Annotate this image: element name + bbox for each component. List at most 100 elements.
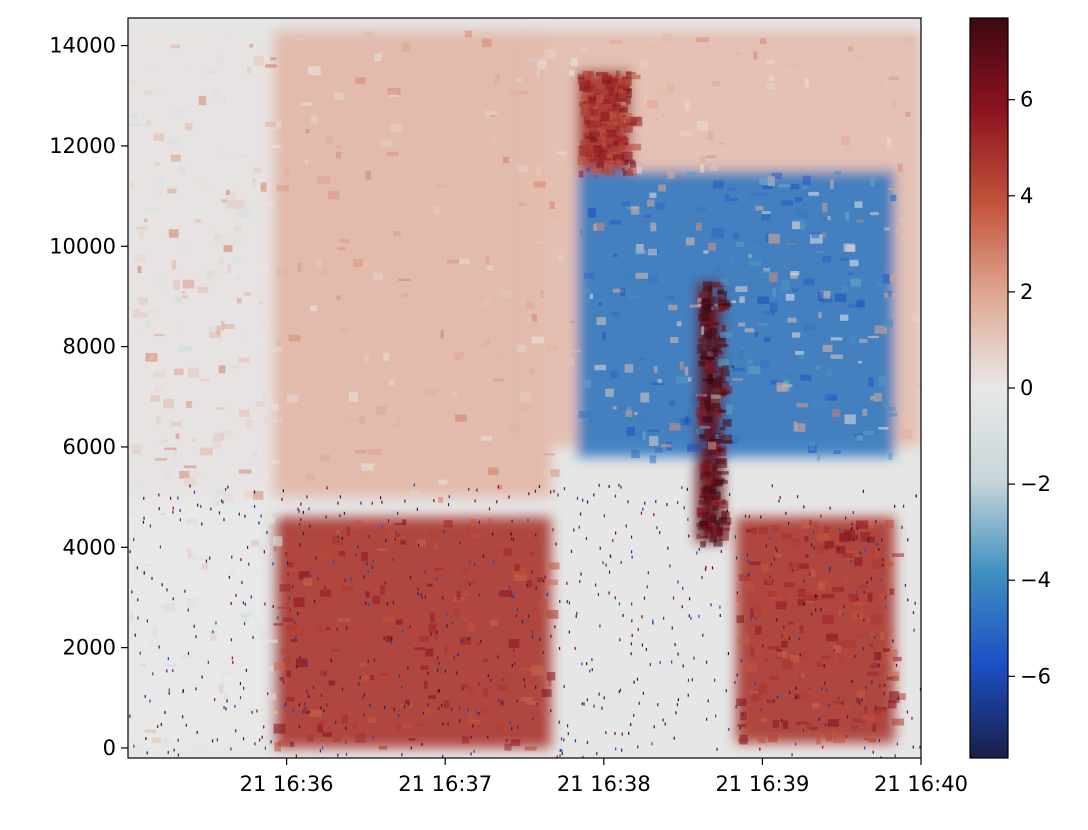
heatmap-cell: [865, 615, 870, 623]
noise-speck: [461, 639, 463, 643]
heatmap-cell: [272, 120, 282, 130]
noise-speck: [704, 568, 707, 572]
noise-speck: [664, 722, 666, 726]
heatmap-cell: [507, 422, 521, 433]
noise-speck: [213, 698, 216, 702]
heatmap-cell: [761, 214, 771, 221]
noise-speck: [187, 651, 190, 655]
heatmap-cell: [767, 591, 778, 597]
heatmap-cell: [716, 458, 728, 468]
noise-speck: [874, 705, 877, 709]
noise-speck: [538, 485, 541, 489]
noise-speck: [691, 678, 693, 682]
heatmap-cell: [393, 522, 406, 526]
heatmap-cell: [129, 80, 137, 83]
heatmap-cell: [696, 407, 707, 415]
heatmap-cell: [337, 247, 346, 250]
heatmap-cell: [642, 431, 646, 440]
noise-speck: [742, 712, 744, 716]
noise-speck: [605, 563, 607, 567]
heatmap-cell: [582, 106, 592, 112]
heatmap-cell: [276, 185, 290, 192]
heatmap-cell: [393, 606, 404, 612]
noise-speck: [615, 747, 617, 751]
heatmap-cell: [806, 722, 811, 729]
heatmap-cell: [805, 554, 809, 558]
noise-speck: [430, 632, 432, 636]
noise-speck: [384, 581, 386, 585]
noise-speck: [532, 717, 534, 721]
heatmap-cell: [801, 67, 806, 72]
noise-speck: [417, 592, 419, 596]
heatmap-cell: [701, 416, 713, 423]
noise-speck: [511, 519, 513, 523]
noise-speck: [705, 565, 707, 569]
heatmap-cell: [216, 300, 228, 304]
heatmap-cell: [748, 691, 758, 694]
noise-speck: [776, 548, 778, 552]
colorbar-tick-label: 2: [1020, 280, 1033, 304]
heatmap-cell: [416, 723, 426, 726]
heatmap-cell: [765, 233, 770, 243]
heatmap-cell: [749, 561, 761, 566]
noise-speck: [197, 503, 199, 507]
heatmap-cell: [515, 77, 522, 83]
noise-speck: [794, 742, 797, 746]
noise-speck: [642, 691, 644, 695]
heatmap-cell: [857, 360, 862, 364]
heatmap-cell: [847, 272, 855, 276]
noise-speck: [157, 725, 159, 729]
heatmap-cell: [712, 334, 717, 340]
noise-speck: [799, 653, 801, 657]
heatmap-cell: [601, 120, 611, 126]
heatmap-cell: [872, 723, 877, 732]
noise-speck: [281, 497, 283, 501]
noise-speck: [603, 514, 605, 518]
heatmap-cell: [666, 83, 675, 93]
noise-speck: [256, 709, 258, 713]
noise-speck: [473, 563, 476, 567]
noise-speck: [845, 734, 848, 738]
heatmap-cell: [277, 606, 290, 609]
heatmap-cell: [878, 427, 889, 430]
heatmap-cell: [826, 369, 833, 377]
heatmap-cell: [851, 610, 864, 620]
noise-speck: [603, 696, 605, 700]
heatmap-cell: [843, 639, 856, 648]
heatmap-cell: [288, 334, 301, 342]
noise-speck: [308, 507, 310, 511]
noise-speck: [310, 574, 312, 578]
heatmap-cell: [866, 671, 879, 677]
heatmap-cell: [608, 87, 615, 97]
noise-speck: [667, 546, 669, 550]
noise-speck: [436, 577, 438, 581]
noise-speck: [358, 682, 360, 686]
noise-speck: [443, 530, 445, 534]
noise-speck: [725, 689, 727, 693]
noise-speck: [511, 595, 513, 599]
noise-speck: [287, 572, 289, 576]
heatmap-cell: [536, 68, 540, 79]
heatmap-cell: [755, 625, 762, 635]
noise-speck: [134, 633, 136, 637]
noise-speck: [820, 514, 822, 518]
heatmap-cell: [251, 539, 260, 547]
noise-speck: [344, 578, 346, 582]
noise-speck: [243, 686, 245, 690]
noise-speck: [451, 707, 453, 711]
heatmap-cell: [253, 55, 265, 66]
heatmap-cell: [650, 222, 657, 232]
heatmap-cell: [658, 149, 666, 156]
heatmap-cell: [888, 188, 899, 191]
heatmap-cell: [878, 282, 887, 287]
heatmap-cell: [170, 154, 181, 162]
heatmap-cell: [623, 123, 633, 133]
noise-speck: [386, 602, 389, 606]
noise-speck: [336, 627, 338, 631]
heatmap-cell: [708, 374, 714, 384]
heatmap-cell: [514, 575, 528, 582]
heatmap-cell: [218, 236, 231, 246]
heatmap-cell: [870, 631, 875, 636]
heatmap-cell: [905, 112, 911, 117]
